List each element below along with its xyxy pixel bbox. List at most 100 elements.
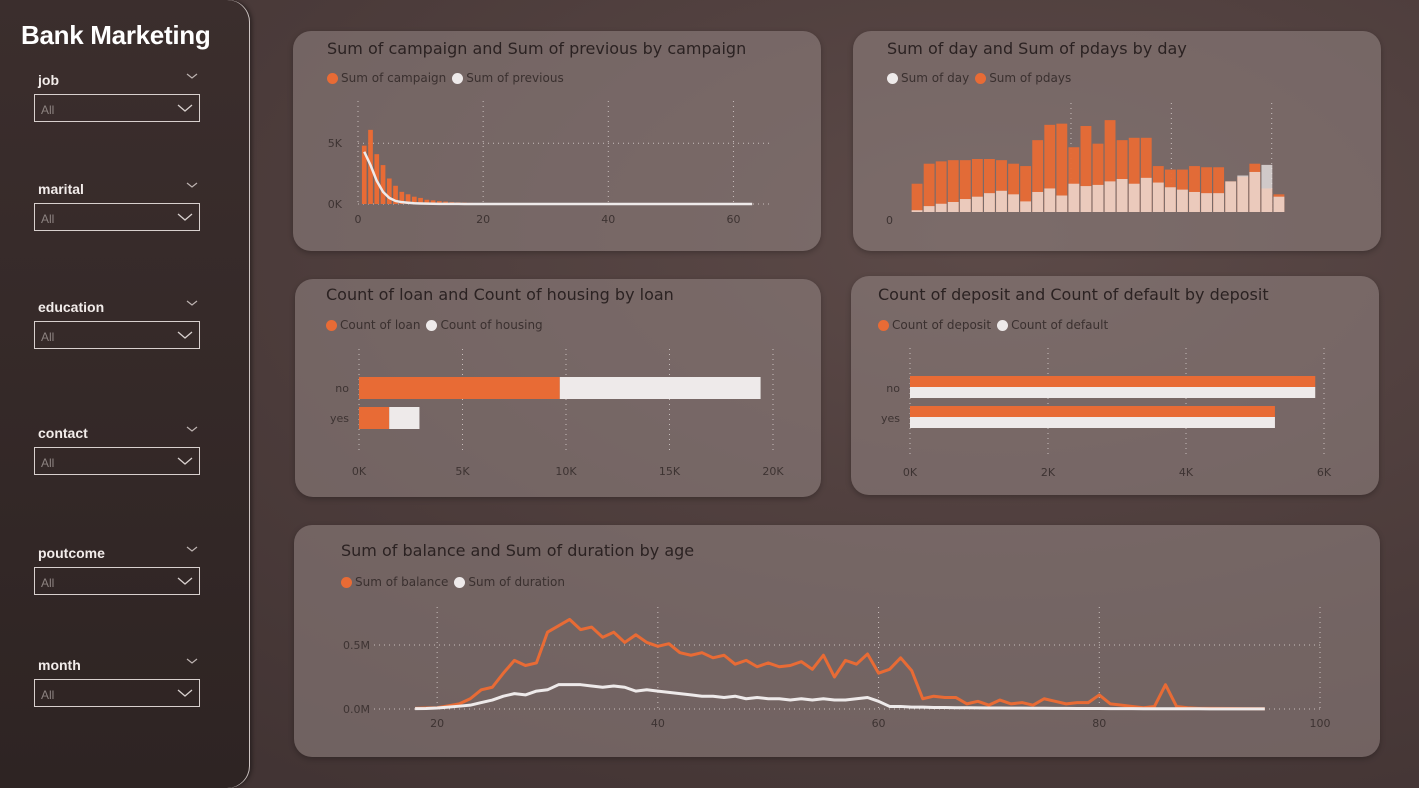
pdays-bar (1092, 143, 1104, 212)
legend-dot-icon (997, 319, 1009, 331)
pdays-bar (1044, 124, 1056, 212)
day-bar (1237, 175, 1249, 212)
filter-sidebar: Bank Marketing job All marital All education… (0, 0, 250, 788)
pdays-bar (1008, 163, 1019, 212)
day-bar (1189, 191, 1200, 212)
day-bar (1092, 184, 1104, 212)
day-bar (911, 210, 923, 212)
legend-label: Sum of campaign (341, 71, 447, 85)
slicer-dropdown[interactable]: All (34, 321, 200, 349)
y-tick-label: 0.0M (343, 703, 370, 716)
slicer-value: All (41, 212, 55, 226)
campaign-bar (430, 200, 436, 204)
campaign-bar (411, 196, 417, 204)
housing-bar (559, 377, 761, 399)
chart-legend[interactable]: Sum of campaign Sum of previous (327, 71, 570, 85)
chevron-down-icon[interactable] (186, 543, 198, 555)
day-bar (1116, 179, 1128, 212)
chevron-down-icon[interactable] (186, 179, 198, 191)
chevron-down-icon[interactable] (186, 297, 198, 309)
legend-label: Count of deposit (892, 318, 992, 332)
x-tick-label: 5K (455, 465, 470, 478)
campaign-bar (399, 191, 405, 204)
slicer-label: contact (38, 425, 88, 441)
campaign-chart-plot[interactable]: 0K 5K 0 20 40 60 (293, 31, 821, 251)
slicer-dropdown[interactable]: All (34, 679, 200, 707)
chevron-down-icon[interactable] (186, 423, 198, 435)
y-tick-label: 0.5M (343, 639, 370, 652)
day-bar (1008, 194, 1019, 212)
pdays-bar (1140, 137, 1152, 212)
dropdown-arrow-icon (177, 331, 193, 339)
legend-dot-icon (341, 576, 352, 588)
x-tick-label: 0K (352, 465, 367, 478)
legend-dot-icon (454, 576, 466, 588)
dropdown-arrow-icon (177, 577, 193, 585)
day-bar (1128, 183, 1140, 212)
slicer-marital: marital All (34, 179, 204, 231)
legend-dot-icon (426, 319, 438, 331)
loan-bar (359, 407, 390, 429)
slicer-contact: contact All (34, 423, 204, 475)
deposit-chart-card[interactable]: Count of deposit and Count of default by… (851, 276, 1379, 495)
chart-title: Sum of balance and Sum of duration by ag… (341, 541, 695, 560)
chevron-down-icon[interactable] (186, 655, 198, 667)
chart-legend[interactable]: Count of deposit Count of default (878, 318, 1114, 332)
pdays-bar (935, 161, 947, 212)
day-chart-plot[interactable]: 0 (853, 31, 1381, 251)
slicer-dropdown[interactable]: All (34, 447, 200, 475)
category-label: no (886, 382, 900, 395)
balance-line (415, 617, 1265, 711)
loan-chart-card[interactable]: Count of loan and Count of housing by lo… (295, 279, 821, 497)
day-bar (1249, 171, 1261, 212)
deposit-chart-plot[interactable]: 0K 2K 4K 6K no yes (851, 276, 1379, 495)
chart-legend[interactable]: Sum of day Sum of pdays (887, 71, 1077, 85)
slicer-dropdown[interactable]: All (34, 567, 200, 595)
chart-title: Sum of campaign and Sum of previous by c… (327, 39, 747, 58)
deposit-bar (910, 406, 1275, 417)
pdays-bar (947, 160, 959, 212)
slicer-label: education (38, 299, 105, 315)
x-tick-label: 60 (726, 213, 740, 226)
day-bar (935, 203, 947, 212)
slicer-value: All (41, 456, 55, 470)
legend-dot-icon (327, 72, 338, 84)
chart-title: Sum of day and Sum of pdays by day (887, 39, 1187, 58)
chevron-down-icon[interactable] (186, 70, 198, 82)
default-bar (910, 387, 1316, 398)
x-tick-label: 20 (430, 717, 444, 730)
pdays-bar (971, 159, 983, 212)
campaign-chart-card[interactable]: Sum of campaign and Sum of previous by c… (293, 31, 821, 251)
pdays-bar (1104, 120, 1116, 212)
day-bar (1068, 183, 1080, 212)
legend-label: Sum of duration (468, 575, 565, 589)
day-bar (1140, 177, 1152, 212)
slicer-label: marital (38, 181, 84, 197)
pdays-bar (1128, 137, 1140, 212)
age-chart-plot[interactable]: 0.0M 0.5M 20 40 60 80 100 (294, 525, 1380, 757)
duration-line (415, 683, 1265, 711)
x-tick-label: 80 (1092, 717, 1106, 730)
age-chart-card[interactable]: Sum of balance and Sum of duration by ag… (294, 525, 1380, 757)
pdays-bar (923, 163, 935, 212)
housing-bar (389, 407, 420, 429)
slicer-dropdown[interactable]: All (34, 94, 200, 122)
chart-legend[interactable]: Count of loan Count of housing (326, 318, 549, 332)
day-chart-card[interactable]: Sum of day and Sum of pdays by day Sum o… (853, 31, 1381, 251)
day-bar (996, 190, 1007, 212)
loan-chart-plot[interactable]: 0K 5K 10K 15K 20K no yes (295, 279, 821, 497)
slicer-label: month (38, 657, 81, 673)
y-tick-label: 5K (328, 137, 343, 150)
slicer-month: month All (34, 655, 204, 707)
campaign-bar (424, 199, 430, 204)
pdays-bar (1213, 167, 1225, 212)
day-bar (1201, 193, 1212, 212)
slicer-dropdown[interactable]: All (34, 203, 200, 231)
pdays-bar (1056, 123, 1068, 212)
chart-legend[interactable]: Sum of balance Sum of duration (341, 575, 571, 589)
day-bar (1261, 164, 1273, 212)
x-tick-label: 4K (1179, 466, 1194, 479)
legend-dot-icon (326, 319, 337, 331)
day-bar (1213, 193, 1225, 212)
x-tick-label: 60 (872, 717, 886, 730)
